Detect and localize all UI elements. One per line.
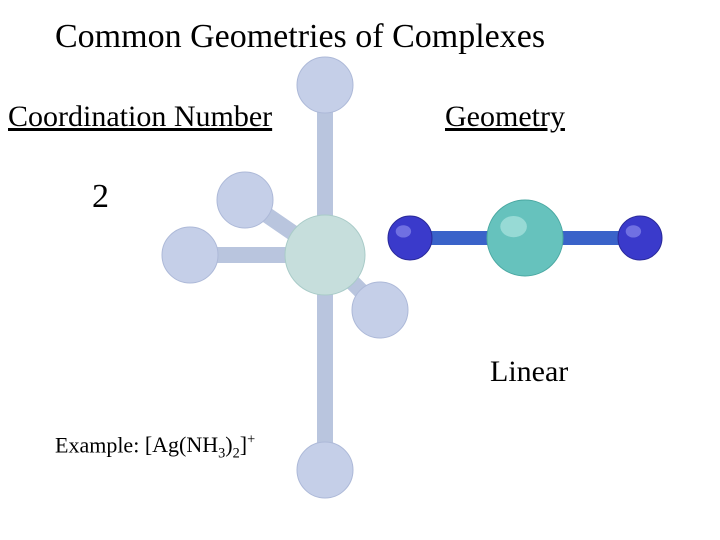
slide-stage: Common Geometries of Complexes Coordinat…	[0, 0, 720, 540]
slide-title: Common Geometries of Complexes	[55, 18, 545, 56]
example-prefix: Example:	[55, 432, 145, 457]
geometry-name-label: Linear	[490, 355, 568, 389]
coordination-number-value: 2	[92, 178, 109, 216]
example-line: Example: [Ag(NH3)2]+	[55, 432, 255, 463]
header-geometry: Geometry	[445, 100, 565, 134]
example-formula: [Ag(NH3)2]+	[145, 432, 255, 457]
header-coordination-number: Coordination Number	[8, 100, 272, 134]
